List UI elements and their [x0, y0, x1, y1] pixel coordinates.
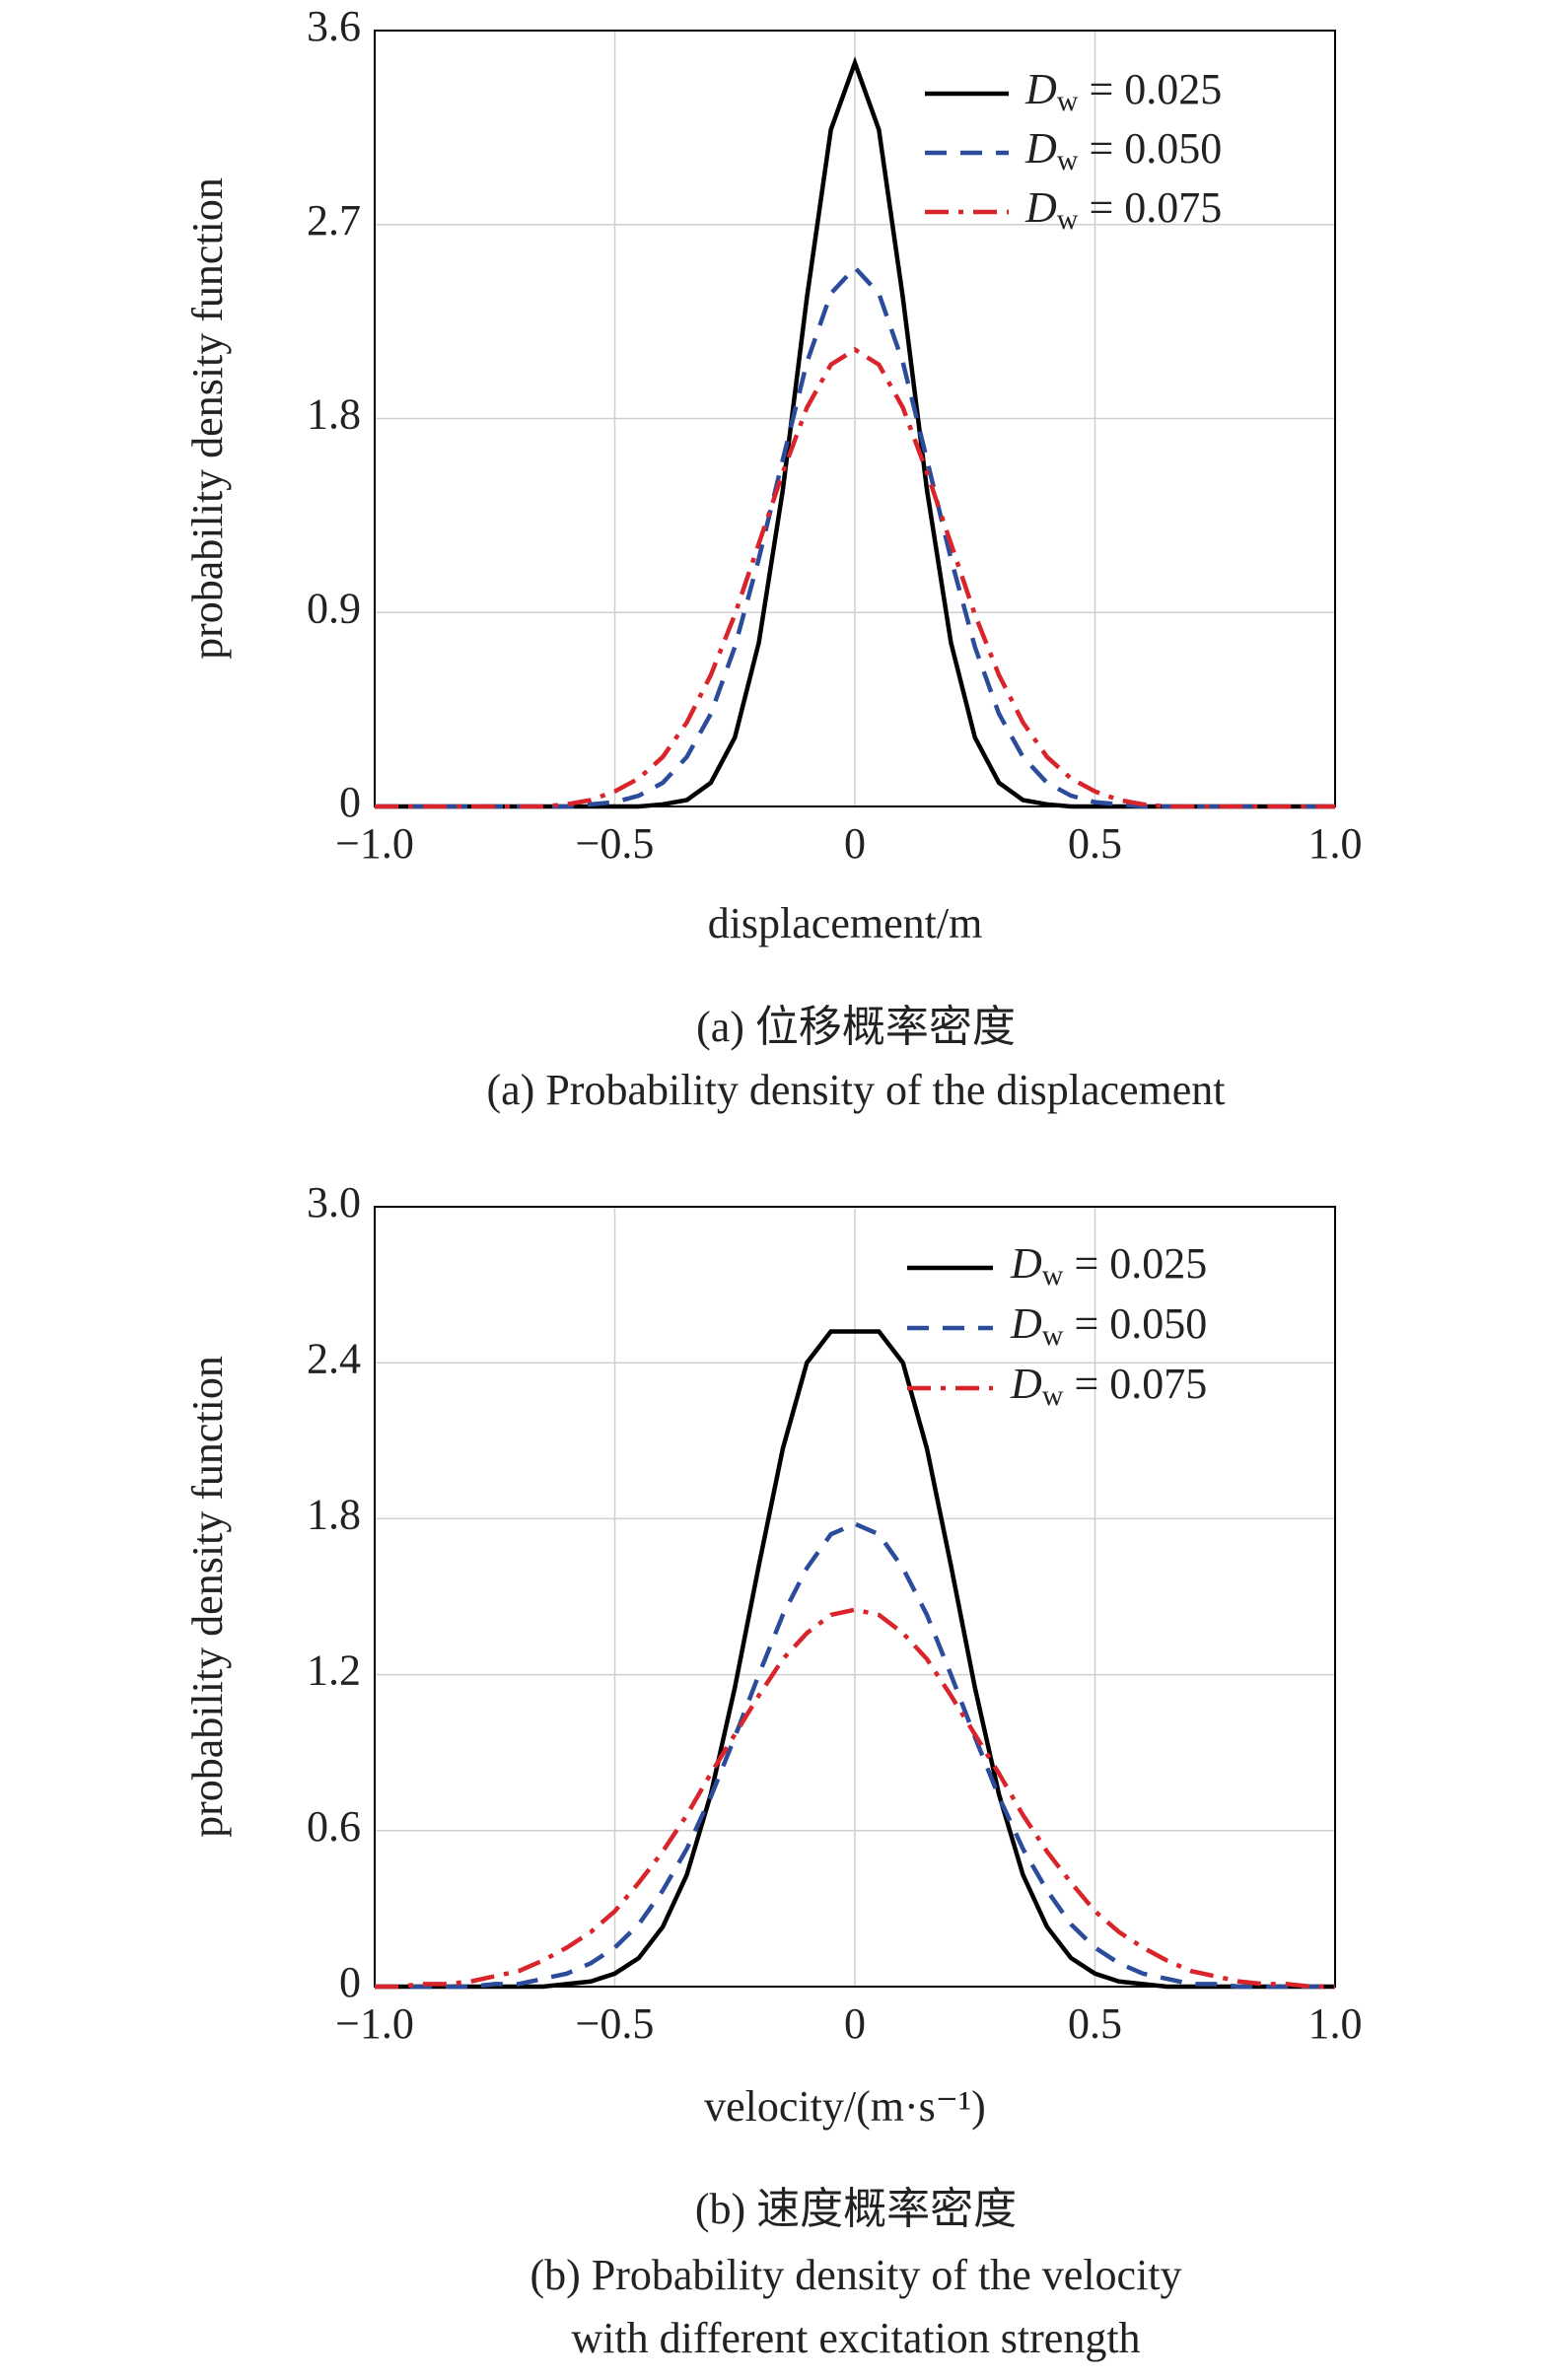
y-tick-label: 2.7 [307, 196, 361, 245]
y-tick-label: 0.6 [307, 1802, 361, 1851]
x-tick-label: −0.5 [576, 1999, 655, 2048]
x-axis-label: velocity/(m·s⁻¹) [704, 2082, 986, 2131]
legend-subscript: w [1042, 1379, 1064, 1412]
x-axis-label: displacement/m [708, 899, 983, 947]
series-line [375, 346, 1335, 809]
legend-value: = 0.025 [1078, 65, 1222, 113]
y-axis-label: probability density function [183, 1356, 232, 1838]
legend-label: Dw = 0.050 [1024, 124, 1222, 176]
series-line [375, 1607, 1335, 1990]
y-axis-label: probability density function [183, 177, 232, 660]
legend-label: Dw = 0.075 [1024, 183, 1222, 236]
legend-symbol: D [1010, 1299, 1042, 1348]
legend-label: Dw = 0.050 [1010, 1299, 1207, 1352]
x-tick-label: 0.5 [1068, 1999, 1122, 2048]
legend-value: = 0.075 [1063, 1360, 1207, 1408]
y-tick-label: 1.2 [307, 1646, 361, 1695]
series-line [375, 1521, 1335, 1990]
x-tick-label: −0.5 [576, 819, 655, 868]
caption: with different excitation strength [571, 2314, 1140, 2362]
caption: (a) Probability density of the displacem… [486, 1066, 1225, 1114]
legend-subscript: w [1042, 1319, 1064, 1352]
y-tick-label: 1.8 [307, 1490, 361, 1538]
y-tick-label: 0.9 [307, 584, 361, 632]
x-tick-label: 0 [844, 1999, 866, 2048]
x-tick-label: 1.0 [1308, 1999, 1363, 2048]
legend-subscript: w [1057, 203, 1079, 236]
legend-value: = 0.050 [1063, 1299, 1207, 1348]
y-tick-label: 0 [339, 1958, 361, 2006]
plot-frame [374, 30, 1336, 807]
legend-symbol: D [1010, 1239, 1042, 1288]
y-tick-label: 1.8 [307, 390, 361, 439]
legend-subscript: w [1057, 85, 1079, 117]
x-tick-label: 0.5 [1068, 819, 1122, 868]
legend-symbol: D [1024, 65, 1057, 113]
legend-symbol: D [1010, 1360, 1042, 1408]
caption: (a) 位移概率密度 [696, 1003, 1016, 1051]
legend-subscript: w [1042, 1259, 1064, 1292]
x-tick-label: 0 [844, 819, 866, 868]
legend-value: = 0.075 [1078, 183, 1222, 232]
y-tick-label: 0 [339, 778, 361, 826]
y-tick-label: 3.6 [307, 2, 361, 50]
legend-label: Dw = 0.025 [1010, 1239, 1207, 1292]
x-tick-label: −1.0 [335, 819, 414, 868]
y-tick-label: 2.4 [307, 1334, 361, 1382]
caption: (b) 速度概率密度 [695, 2185, 1017, 2233]
y-tick-label: 3.0 [307, 1178, 361, 1226]
x-tick-label: −1.0 [335, 1999, 414, 2048]
legend-value: = 0.050 [1078, 124, 1222, 173]
legend-label: Dw = 0.075 [1010, 1360, 1207, 1412]
caption: (b) Probability density of the velocity [529, 2251, 1181, 2299]
x-tick-label: 1.0 [1308, 819, 1363, 868]
legend-subscript: w [1057, 144, 1079, 176]
legend-symbol: D [1024, 124, 1057, 173]
legend-symbol: D [1024, 183, 1057, 232]
plot-frame [374, 1206, 1336, 1988]
legend-label: Dw = 0.025 [1024, 65, 1222, 117]
series-line [375, 1329, 1335, 1990]
legend-value: = 0.025 [1063, 1239, 1207, 1288]
